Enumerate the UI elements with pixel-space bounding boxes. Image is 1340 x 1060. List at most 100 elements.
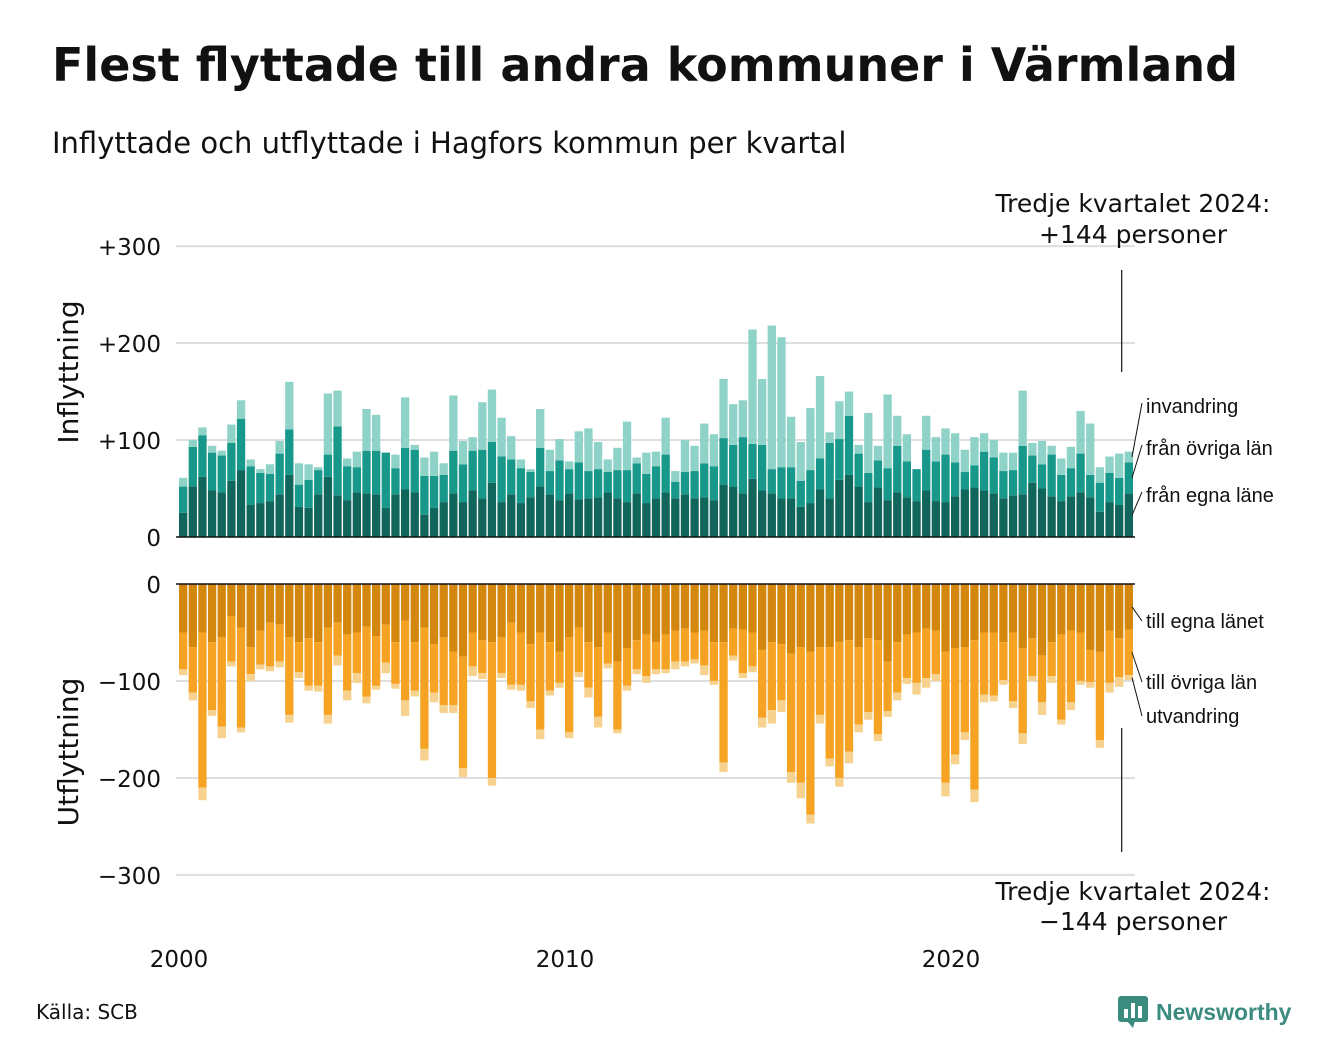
bar-out-3	[622, 685, 632, 691]
bar-in-1	[487, 482, 497, 537]
bar-out-2	[864, 638, 873, 713]
logo-text: Newsworthy	[1156, 998, 1292, 1025]
bar-out-3	[420, 748, 429, 761]
bar-out-3	[362, 696, 371, 704]
bar-in-3	[256, 469, 265, 473]
bar-out-2	[227, 616, 236, 662]
bar-out-3	[343, 690, 352, 701]
bar-out-1	[680, 584, 690, 629]
bar-in-2	[516, 468, 526, 504]
bar-in-1	[439, 502, 448, 537]
bar-out-2	[989, 632, 998, 696]
bar-in-1	[516, 503, 526, 537]
bar-out-2	[207, 642, 217, 711]
bar-in-1	[362, 493, 371, 537]
bar-out-1	[1037, 584, 1047, 656]
bar-out-1	[690, 584, 699, 633]
bar-out-2	[873, 640, 883, 735]
y-tick-label-utflyttning: −300	[98, 864, 161, 890]
bar-out-3	[179, 669, 188, 676]
bar-in-1	[179, 512, 188, 537]
bar-out-1	[738, 584, 747, 630]
bar-in-2	[844, 415, 854, 475]
bar-in-3	[844, 391, 854, 416]
bar-in-2	[893, 445, 902, 493]
bar-out-3	[603, 663, 612, 669]
bar-in-3	[545, 449, 554, 472]
bar-out-1	[362, 584, 371, 627]
bar-out-3	[709, 680, 719, 685]
bar-in-2	[314, 470, 323, 495]
bar-in-3	[333, 390, 342, 427]
bar-out-3	[796, 782, 805, 799]
bar-out-2	[671, 630, 680, 662]
bar-in-1	[1124, 493, 1133, 537]
bar-in-1	[1066, 496, 1076, 537]
bar-in-1	[188, 486, 197, 537]
bar-in-2	[1105, 472, 1114, 503]
bar-out-3	[671, 661, 680, 670]
bar-out-2	[275, 624, 284, 662]
bar-out-1	[555, 584, 564, 652]
bar-out-2	[584, 642, 593, 688]
bar-in-2	[970, 465, 979, 488]
bar-out-1	[912, 584, 921, 633]
bar-in-2	[545, 471, 554, 495]
bar-in-1	[323, 476, 333, 537]
bar-in-2	[680, 472, 690, 495]
bar-out-1	[217, 584, 226, 638]
bar-out-3	[931, 674, 940, 681]
bar-out-1	[748, 584, 757, 633]
bar-in-1	[429, 507, 439, 537]
bar-in-3	[603, 459, 612, 473]
bar-out-2	[362, 626, 371, 697]
bar-in-1	[468, 490, 477, 537]
bar-in-3	[352, 451, 361, 468]
bar-in-2	[275, 453, 284, 495]
bar-out-2	[555, 651, 564, 683]
bar-in-1	[246, 504, 255, 537]
bar-out-1	[806, 584, 815, 652]
bar-in-3	[709, 434, 719, 467]
bar-out-2	[931, 630, 940, 675]
bar-in-2	[864, 472, 873, 503]
bar-in-1	[777, 498, 786, 537]
bar-out-3	[526, 701, 535, 709]
bar-out-3	[999, 680, 1008, 685]
bar-out-3	[989, 695, 998, 702]
series-label-inflyttning: invandring	[1146, 396, 1238, 418]
bar-in-1	[989, 493, 998, 537]
bar-in-2	[362, 450, 371, 494]
bar-out-3	[912, 682, 921, 695]
bar-in-3	[227, 424, 236, 443]
bar-out-3	[651, 669, 661, 675]
bar-in-3	[516, 459, 526, 469]
bar-out-1	[593, 584, 603, 648]
bar-in-3	[526, 469, 535, 473]
bar-in-2	[738, 437, 747, 494]
bar-in-1	[304, 507, 313, 537]
bar-out-3	[941, 782, 950, 797]
bar-in-1	[970, 487, 979, 537]
bar-in-1	[719, 484, 728, 537]
bar-out-3	[565, 732, 574, 739]
bar-in-2	[951, 462, 960, 497]
bar-out-3	[275, 661, 284, 668]
bar-out-2	[1095, 651, 1105, 741]
bar-out-2	[294, 642, 304, 673]
bar-out-3	[227, 661, 236, 667]
bar-in-3	[719, 378, 728, 439]
bar-out-2	[497, 637, 506, 674]
bar-out-2	[1057, 634, 1066, 720]
bar-in-2	[1076, 453, 1085, 493]
bar-in-3	[285, 381, 294, 430]
bar-in-3	[410, 444, 419, 450]
bar-in-1	[343, 500, 352, 537]
bar-out-1	[815, 584, 825, 648]
bar-in-3	[207, 445, 217, 453]
bar-out-3	[372, 685, 381, 690]
bar-out-1	[1115, 584, 1124, 639]
bar-out-2	[449, 651, 458, 706]
bar-in-1	[410, 492, 419, 537]
bar-in-1	[613, 498, 622, 537]
